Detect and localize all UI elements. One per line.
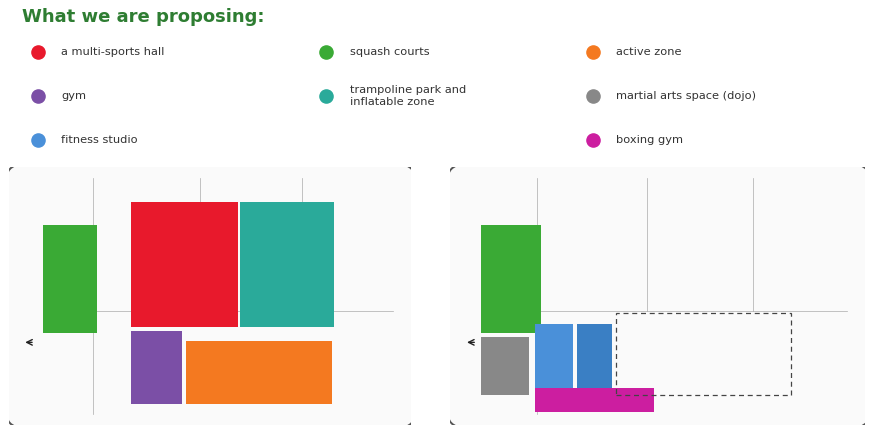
Point xyxy=(319,93,333,100)
Point xyxy=(586,137,600,144)
FancyBboxPatch shape xyxy=(7,163,415,429)
Bar xyxy=(131,331,182,404)
Point xyxy=(586,49,600,56)
Text: martial arts space (dojo): martial arts space (dojo) xyxy=(616,91,756,101)
Bar xyxy=(482,337,529,395)
Text: a multi-sports hall: a multi-sports hall xyxy=(61,47,164,57)
Text: What we are proposing:: What we are proposing: xyxy=(22,8,264,26)
Bar xyxy=(535,324,572,391)
Text: fitness studio: fitness studio xyxy=(61,135,138,145)
Bar xyxy=(131,202,238,327)
FancyBboxPatch shape xyxy=(448,163,870,429)
Bar xyxy=(535,388,654,412)
Bar xyxy=(482,225,541,333)
Text: active zone: active zone xyxy=(616,47,682,57)
Point xyxy=(586,93,600,100)
Bar xyxy=(185,341,332,404)
Point xyxy=(31,137,45,144)
Text: gym: gym xyxy=(61,91,87,101)
Text: squash courts: squash courts xyxy=(350,47,429,57)
Bar xyxy=(616,313,791,395)
Bar xyxy=(43,225,97,333)
Point xyxy=(31,49,45,56)
Point xyxy=(31,93,45,100)
Bar xyxy=(239,202,335,327)
Bar xyxy=(577,324,612,391)
Text: trampoline park and
inflatable zone: trampoline park and inflatable zone xyxy=(350,85,466,107)
Point xyxy=(319,49,333,56)
Text: boxing gym: boxing gym xyxy=(616,135,683,145)
